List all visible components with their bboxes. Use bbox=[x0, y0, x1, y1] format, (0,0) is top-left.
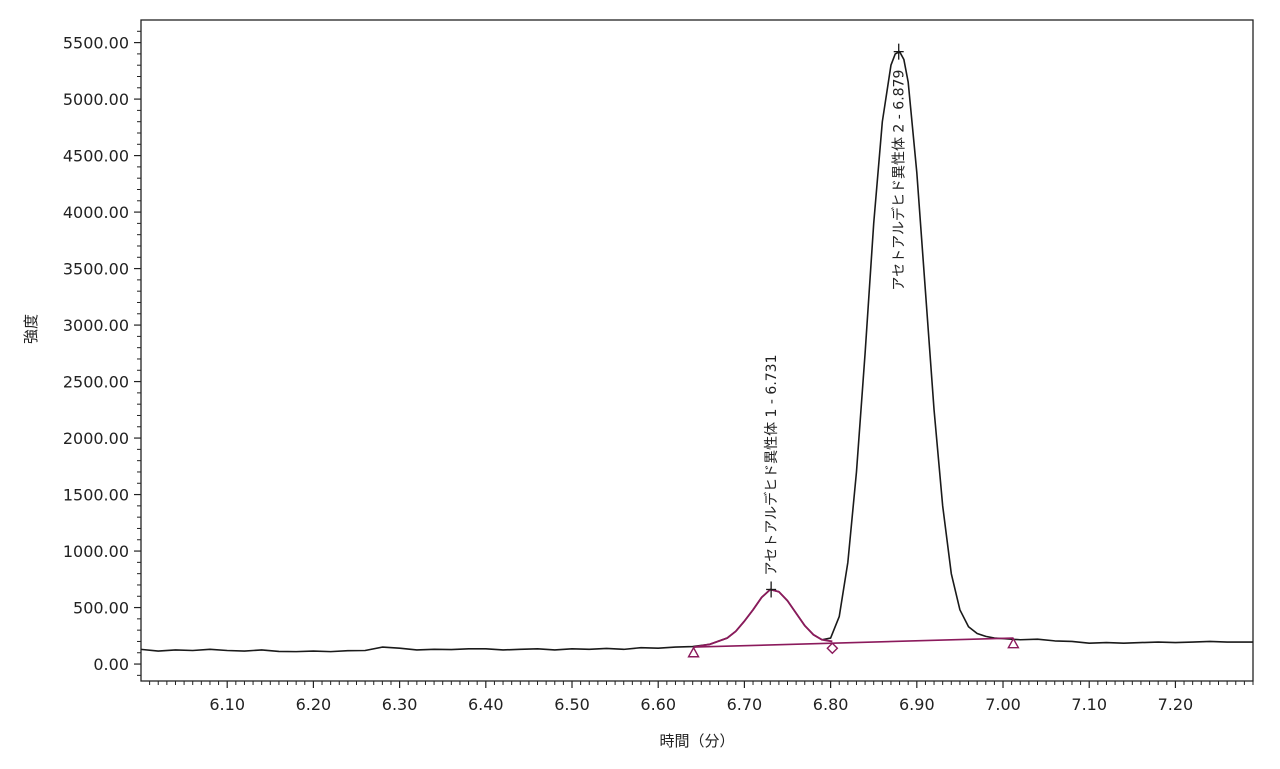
peak1-integration-trace bbox=[693, 588, 833, 648]
x-tick-label: 6.70 bbox=[727, 695, 763, 714]
plot-frame bbox=[140, 19, 1254, 682]
y-tick-label: 5500.00 bbox=[63, 34, 129, 53]
y-tick-label: 2000.00 bbox=[63, 429, 129, 448]
peak-label-layer: アセトアルデヒド異性体 1 - 6.731 アセトアルデヒド異性体 2 - 6.8… bbox=[763, 43, 908, 598]
y-tick-label: 1000.00 bbox=[63, 542, 129, 561]
x-tick-label: 6.60 bbox=[640, 695, 676, 714]
y-tick-label: 0.00 bbox=[93, 655, 129, 674]
chromatogram-trace bbox=[140, 50, 1253, 653]
peak-label: アセトアルデヒド異性体 2 - 6.879 bbox=[891, 70, 908, 291]
trace-layer bbox=[140, 50, 1253, 653]
x-axis-ticks: 6.10 6.20 6.30 6.40 6.50 6.60 6.70 6.80 6.90 7.00… bbox=[149, 681, 1254, 714]
x-tick-label: 6.10 bbox=[209, 695, 245, 714]
integration-marker-triangle bbox=[1007, 637, 1020, 649]
x-tick-label: 7.20 bbox=[1158, 695, 1194, 714]
y-axis-ticks: 0.00 500.00 1000.00 1500.00 2000.00 2500.00 30… bbox=[63, 30, 141, 676]
peak-label: アセトアルデヒド異性体 1 - 6.731 bbox=[763, 355, 780, 576]
x-tick-label: 6.50 bbox=[554, 695, 590, 714]
y-tick-label: 4500.00 bbox=[63, 147, 129, 166]
y-tick-label: 3000.00 bbox=[63, 316, 129, 335]
x-tick-label: 6.80 bbox=[813, 695, 849, 714]
y-tick-label: 4000.00 bbox=[63, 203, 129, 222]
integration-baseline bbox=[693, 637, 1014, 648]
x-tick-label: 6.40 bbox=[468, 695, 504, 714]
y-axis-title: 強度 bbox=[22, 314, 40, 344]
y-tick-label: 500.00 bbox=[73, 599, 129, 618]
x-tick-label: 7.00 bbox=[985, 695, 1021, 714]
y-tick-label: 1500.00 bbox=[63, 486, 129, 505]
integration-marker-triangle bbox=[687, 646, 700, 658]
x-tick-label: 6.90 bbox=[899, 695, 935, 714]
integration-marker-diamond bbox=[826, 642, 839, 655]
x-tick-label: 6.20 bbox=[296, 695, 332, 714]
y-tick-label: 5000.00 bbox=[63, 90, 129, 109]
x-tick-label: 6.30 bbox=[382, 695, 418, 714]
x-tick-label: 7.10 bbox=[1071, 695, 1107, 714]
integration-layer bbox=[687, 588, 1020, 658]
y-tick-label: 2500.00 bbox=[63, 373, 129, 392]
y-tick-label: 3500.00 bbox=[63, 260, 129, 279]
x-axis-title: 時間（分） bbox=[659, 732, 734, 750]
